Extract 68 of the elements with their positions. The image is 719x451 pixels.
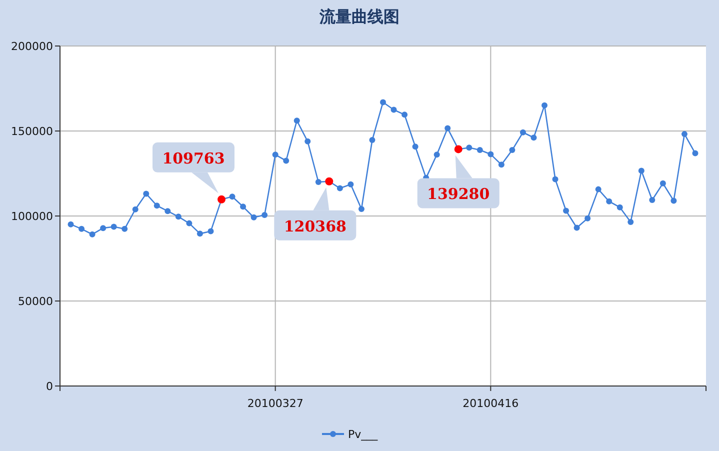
point	[143, 190, 150, 197]
point	[229, 194, 236, 200]
point	[595, 186, 602, 192]
point	[154, 202, 160, 209]
point	[638, 168, 644, 174]
point	[132, 206, 138, 212]
point	[412, 144, 418, 150]
point	[218, 195, 226, 204]
annotation: 120368	[284, 217, 346, 236]
point	[520, 129, 526, 136]
point	[628, 218, 634, 225]
point	[390, 106, 397, 113]
point	[240, 204, 246, 210]
legend-label: Pv___	[348, 428, 378, 441]
point	[488, 151, 494, 158]
point	[304, 138, 311, 144]
point	[186, 220, 192, 226]
point	[336, 185, 343, 192]
point	[89, 231, 96, 238]
point	[476, 147, 483, 154]
point	[369, 137, 376, 144]
point	[616, 204, 623, 210]
point	[509, 147, 516, 154]
point	[434, 152, 440, 158]
point	[402, 112, 408, 118]
y-tick-label: 50000	[18, 295, 53, 308]
point	[681, 131, 688, 138]
point	[563, 208, 570, 214]
point	[692, 150, 698, 156]
point	[358, 206, 364, 212]
point	[606, 198, 612, 204]
point	[498, 162, 504, 168]
y-tick-label: 150000	[11, 125, 53, 138]
point	[250, 214, 257, 220]
point	[175, 214, 182, 220]
point	[68, 221, 74, 228]
x-tick-label: 20100327	[247, 397, 304, 410]
point	[649, 197, 656, 204]
annotation: 139280	[427, 185, 490, 204]
point	[164, 208, 171, 214]
point	[294, 118, 300, 124]
point	[670, 198, 677, 204]
point	[542, 102, 548, 108]
y-tick-label: 200000	[11, 40, 53, 53]
y-tick-label: 0	[46, 380, 53, 393]
point	[380, 99, 386, 106]
point	[444, 125, 451, 132]
point	[208, 228, 214, 234]
point	[100, 225, 106, 232]
annotation: 109763	[162, 149, 225, 168]
point	[110, 224, 117, 230]
point	[78, 226, 85, 232]
point	[574, 224, 580, 231]
point	[122, 226, 128, 232]
point	[552, 176, 558, 182]
point	[283, 158, 290, 164]
chart-title: 流量曲线图	[318, 7, 400, 26]
point	[584, 215, 591, 222]
point	[262, 212, 268, 218]
x-tick-label: 20100416	[462, 397, 519, 410]
point	[315, 179, 322, 185]
y-tick-label: 100000	[11, 210, 53, 223]
point	[530, 134, 537, 141]
point	[348, 181, 354, 188]
point	[466, 144, 472, 151]
point	[272, 152, 278, 158]
point	[660, 180, 666, 186]
point	[196, 230, 203, 237]
